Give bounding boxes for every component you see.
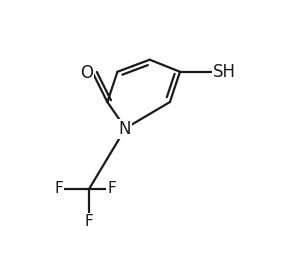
Text: F: F bbox=[55, 181, 63, 196]
Text: F: F bbox=[107, 181, 116, 196]
Text: O: O bbox=[80, 64, 93, 82]
Text: F: F bbox=[85, 214, 94, 229]
Text: SH: SH bbox=[213, 63, 236, 81]
Text: N: N bbox=[118, 120, 131, 138]
